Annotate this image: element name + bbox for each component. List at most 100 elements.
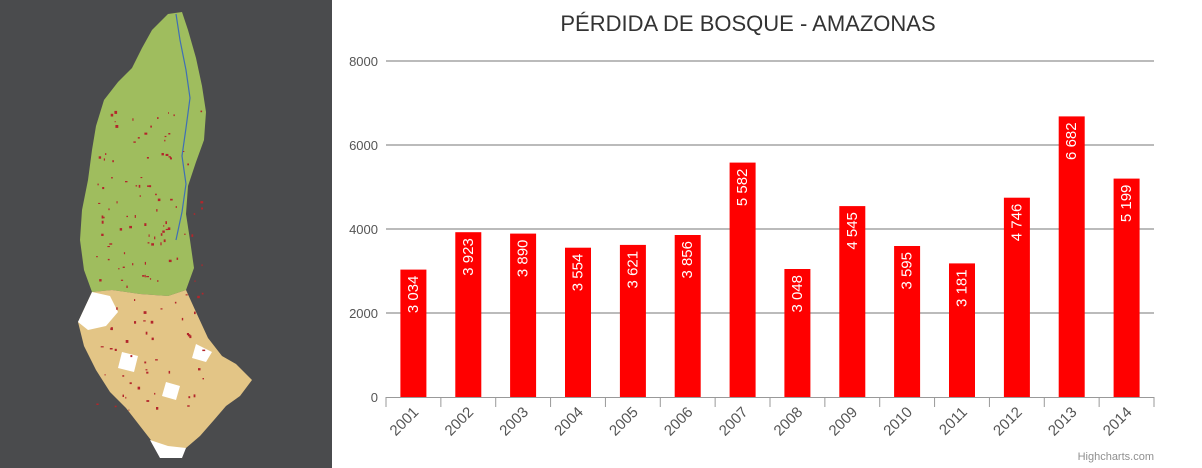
map-loss-dot [100, 346, 104, 348]
x-tick-label-2014: 2014 [1100, 404, 1136, 440]
map-loss-dot [174, 301, 177, 304]
x-tick-label-2011: 2011 [936, 404, 971, 439]
bar-2011[interactable] [949, 263, 975, 397]
bar-2009[interactable] [839, 206, 866, 397]
data-label-2014: 5 199 [1118, 185, 1135, 223]
map-loss-dot [101, 220, 104, 224]
map-loss-dot [135, 185, 138, 187]
bar-2002[interactable] [455, 232, 482, 397]
map-loss-dot [126, 215, 128, 218]
data-label-2004: 3 554 [570, 254, 587, 292]
map-loss-dot [163, 239, 166, 243]
map-loss-dot [119, 228, 123, 231]
map-loss-dot [125, 181, 128, 183]
x-tick-label-2004: 2004 [551, 404, 587, 440]
map-loss-dot [147, 185, 150, 187]
map-loss-dot [165, 153, 169, 156]
map-loss-dot [123, 252, 126, 255]
map-loss-dot [138, 184, 141, 188]
x-tick-label-2001: 2001 [387, 404, 423, 440]
map-loss-dot [146, 276, 149, 278]
map-loss-dot [155, 193, 157, 196]
data-labels: 3 034 3 923 3 890 3 554 3 621 3 856 5 582 3 048… [405, 122, 1135, 313]
bar-2014[interactable] [1113, 178, 1140, 397]
x-tick-label-2013: 2013 [1045, 404, 1081, 440]
grid-lines [386, 60, 1154, 314]
map-loss-dot [165, 221, 167, 225]
map-loss-dot [168, 156, 171, 158]
data-label-2009: 4 545 [844, 212, 861, 250]
map-loss-dot [154, 236, 156, 240]
map-loss-dot [150, 320, 154, 324]
map-loss-dot [143, 320, 146, 322]
map-loss-dot [145, 369, 148, 371]
bar-2012[interactable] [1003, 197, 1030, 397]
map-loss-dot [122, 375, 125, 377]
map-loss-dot [144, 361, 147, 364]
map-loss-dot [139, 195, 141, 197]
map-loss-dot [142, 275, 145, 277]
map-loss-dot [146, 400, 150, 402]
map-loss-dot [101, 215, 104, 219]
map-loss-dot [148, 234, 150, 237]
map-loss-dot [116, 307, 118, 310]
x-tick-label-2003: 2003 [496, 404, 532, 440]
map-loss-dot [162, 230, 165, 233]
map-loss-dot [122, 394, 124, 397]
map-loss-dot [157, 280, 159, 282]
map-loss-dot [163, 225, 165, 227]
credits-link[interactable]: Highcharts.com [1078, 451, 1154, 463]
bar-2010[interactable] [894, 246, 921, 397]
map-loss-dot [188, 396, 191, 399]
map-loss-dot [104, 374, 106, 376]
map-loss-dot [157, 198, 161, 202]
map-highland-area [78, 290, 252, 452]
bar-2007[interactable] [729, 162, 756, 397]
bar-2003[interactable] [510, 233, 537, 397]
map-loss-dot [160, 233, 163, 236]
x-tick-label-2009: 2009 [826, 404, 862, 440]
map-loss-dot [116, 201, 118, 204]
map-loss-dot [191, 234, 194, 237]
x-tick-label-2007: 2007 [716, 404, 752, 440]
data-label-2002: 3 923 [460, 238, 477, 276]
y-tick-label: 6000 [349, 138, 378, 153]
bar-2013[interactable] [1058, 116, 1085, 398]
bar-2008[interactable] [784, 269, 811, 397]
data-label-2011: 3 181 [954, 269, 971, 307]
data-label-2010: 3 595 [899, 252, 916, 290]
x-tick-label-2010: 2010 [880, 404, 916, 440]
map-loss-dot [108, 208, 110, 211]
map-loss-dot [114, 121, 116, 123]
map-loss-dot [160, 242, 162, 246]
map-non-forest-patch [162, 382, 180, 400]
y-tick-label: 0 [371, 390, 378, 405]
bar-2001[interactable] [400, 269, 427, 397]
map-loss-dot [151, 337, 154, 341]
map-loss-dot [200, 110, 203, 113]
map-loss-dot [161, 153, 164, 156]
bar-2006[interactable] [674, 235, 701, 397]
map-loss-dot [144, 274, 146, 278]
bar-2005[interactable] [619, 244, 646, 397]
data-label-2001: 3 034 [405, 276, 422, 314]
map-loss-dot [133, 141, 136, 143]
map-loss-dot [107, 246, 110, 248]
bar-2004[interactable] [565, 247, 591, 397]
map-loss-dot [154, 392, 156, 395]
map-loss-dot [111, 177, 113, 179]
map-loss-dot [165, 228, 169, 231]
y-tick-label: 8000 [349, 54, 378, 69]
map-loss-dot [164, 139, 166, 142]
map-river [175, 13, 191, 241]
map-loss-dot [101, 233, 104, 236]
x-tick-label-2008: 2008 [771, 404, 807, 440]
map-loss-dot [96, 256, 98, 258]
map-loss-dot [132, 263, 134, 266]
map-loss-dot [110, 327, 113, 331]
map-loss-dot [134, 215, 136, 218]
map-loss-dot [137, 137, 140, 139]
map-loss-dot [194, 311, 196, 315]
map-loss-dot [129, 382, 132, 385]
map-loss-dot [114, 110, 118, 114]
